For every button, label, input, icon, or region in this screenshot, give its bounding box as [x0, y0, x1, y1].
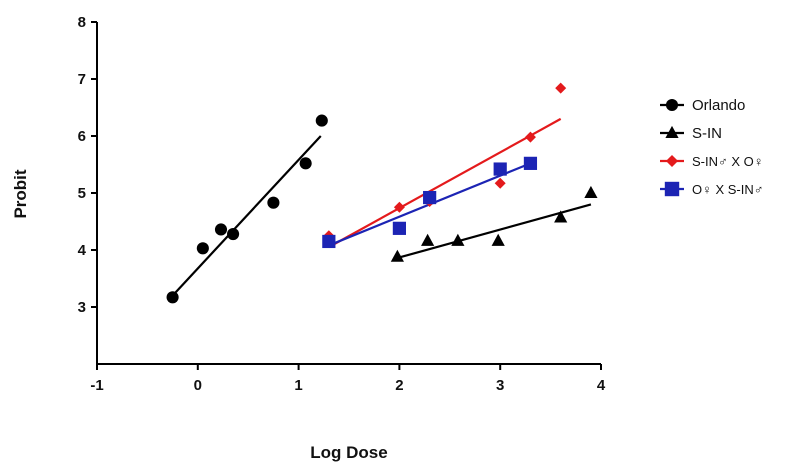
data-point — [555, 82, 567, 94]
ticks: -1 0 1 2 3 4 3 4 5 6 7 8 — [78, 14, 606, 394]
y-tick-label: 3 — [78, 299, 86, 316]
x-tick-label: 0 — [194, 377, 202, 394]
data-point — [299, 157, 312, 170]
data-point — [421, 233, 435, 246]
x-tick-label: 1 — [294, 377, 302, 394]
fit-line — [171, 135, 322, 297]
data-point — [423, 190, 437, 205]
data-point — [393, 201, 405, 213]
fit-line — [328, 117, 562, 249]
legend-label: S-IN♂ X O♀ — [692, 154, 764, 169]
data-point — [214, 223, 228, 236]
legend-marker — [665, 125, 679, 138]
data-point — [554, 210, 568, 223]
data-point — [392, 221, 406, 235]
data-point — [584, 185, 598, 198]
y-tick-label: 6 — [78, 128, 86, 145]
x-tick-label: 3 — [496, 377, 504, 394]
data-point — [267, 196, 280, 209]
legend-marker — [664, 181, 680, 197]
legend-marker — [665, 154, 679, 168]
data-point — [524, 131, 536, 143]
y-tick-label: 4 — [78, 242, 87, 259]
legend-label: Orlando — [692, 97, 745, 114]
data-point — [491, 233, 505, 246]
legend-label: S-IN — [692, 125, 722, 142]
data-points — [166, 82, 598, 304]
data-point — [196, 242, 209, 255]
x-tick-label: 2 — [395, 377, 403, 394]
data-point — [322, 234, 336, 249]
y-tick-label: 7 — [78, 71, 86, 88]
data-point — [390, 249, 404, 262]
data-point — [493, 162, 507, 176]
data-point — [494, 177, 506, 189]
y-tick-label: 5 — [78, 185, 86, 202]
data-point — [523, 156, 538, 170]
legend-label: O♀ X S-IN♂ — [692, 182, 764, 197]
fit-line — [397, 203, 592, 260]
legend: Orlando S-IN S-IN♂ X O♀ O♀ X S-IN♂ — [660, 97, 764, 197]
fit-lines — [171, 117, 592, 297]
data-point — [227, 227, 240, 241]
axes — [96, 22, 601, 365]
x-axis-title: Log Dose — [310, 443, 387, 462]
data-point — [315, 114, 328, 127]
legend-marker — [665, 98, 679, 112]
x-tick-label: 4 — [597, 377, 606, 394]
data-point — [166, 291, 179, 304]
x-tick-label: -1 — [90, 377, 103, 394]
y-axis-title: Probit — [11, 169, 30, 218]
data-point — [451, 233, 465, 246]
y-tick-label: 8 — [78, 14, 86, 31]
